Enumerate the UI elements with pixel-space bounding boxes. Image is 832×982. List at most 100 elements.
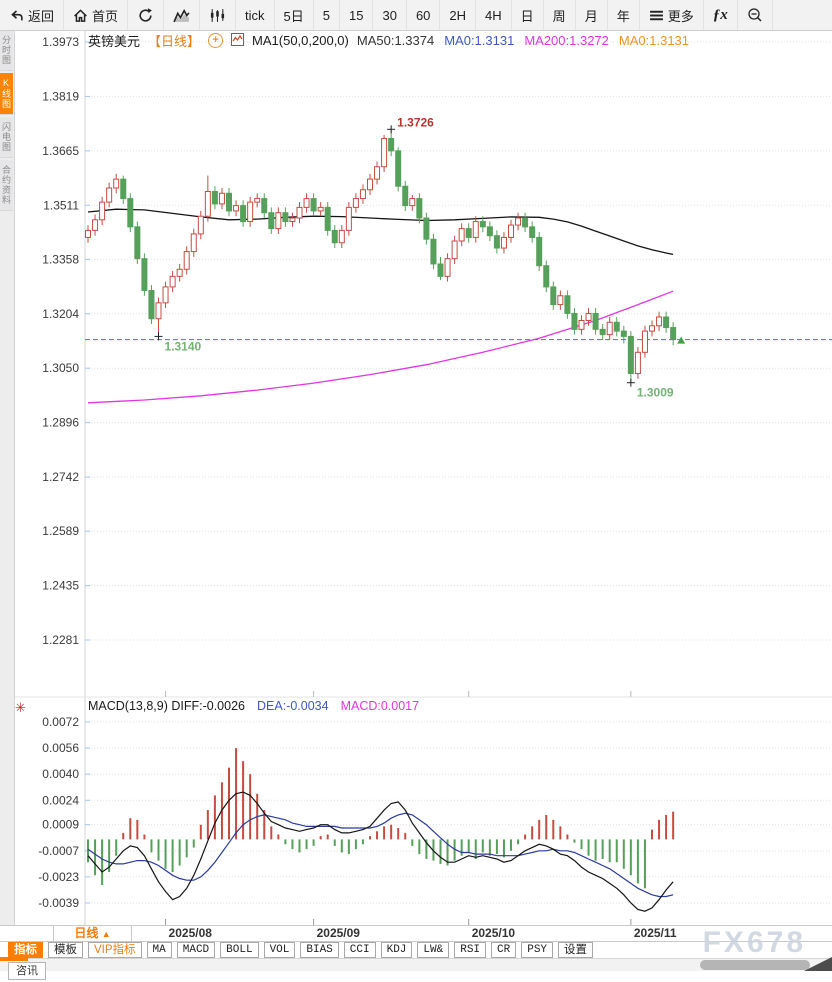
indicator-tab-bias[interactable]: BIAS (300, 942, 339, 958)
indicator-tab-指标[interactable]: 指标 (8, 942, 43, 958)
macd-axis-label: 0.0024 (42, 793, 79, 807)
period-selector[interactable]: 日线 ▲ (53, 926, 132, 941)
toolbar-2h-button[interactable]: 2H (440, 0, 477, 30)
sidebar-tab-2[interactable]: 闪电图 (0, 117, 13, 158)
indicator-tab-设置[interactable]: 设置 (558, 942, 594, 958)
indicator-settings-icon[interactable]: ✳ (15, 700, 26, 715)
sidebar-tab-3[interactable]: 合约资料 (0, 160, 13, 211)
ma-value-2: MA200:1.3272 (524, 33, 609, 48)
toolbar-home-label: 首页 (92, 8, 119, 24)
x-axis-label: 2025/10 (471, 926, 516, 940)
toolbar-5d-button[interactable]: 5日 (275, 0, 314, 30)
y-axis-label: 1.3665 (42, 144, 79, 158)
bottom-strip: 咨讯 (0, 962, 832, 982)
dea-line (87, 812, 674, 898)
indicator-tab-lw&[interactable]: LW& (417, 942, 450, 958)
indicator-tab-kdj[interactable]: KDJ (380, 942, 413, 958)
toolbar-month-label: 月 (584, 8, 598, 24)
toolbar-back-label: 返回 (28, 8, 55, 24)
toolbar-2h-label: 2H (449, 7, 467, 23)
horizontal-scrollbar[interactable] (0, 957, 832, 972)
indicator-tab-模板[interactable]: 模板 (48, 942, 83, 958)
toolbar-5m-button[interactable]: 5 (314, 0, 340, 30)
active-tab-marker (0, 957, 28, 961)
indicator-tab-cr[interactable]: CR (491, 942, 517, 958)
main-chart-legend: 英镑美元 【日线】 + MA1(50,0,200,0) MA50:1.3374 M… (88, 31, 689, 50)
toolbar-day-button[interactable]: 日 (512, 0, 544, 30)
fx-icon: ƒx (712, 6, 728, 23)
x-axis-label: 2025/08 (168, 926, 212, 940)
scrollbar-thumb[interactable] (700, 960, 810, 970)
candlesticks (85, 129, 677, 383)
sidebar-tab-1[interactable]: K线图 (0, 73, 13, 115)
line-chart-icon (173, 8, 190, 23)
ma-values: MA50:1.3374 MA0:1.3131 MA200:1.3272 MA0:1.3… (357, 33, 689, 48)
indicator-tab-vip指标[interactable]: VIP指标 (88, 942, 142, 958)
toolbar-home-button[interactable]: 首页 (64, 0, 129, 30)
indicator-tab-ma[interactable]: MA (146, 942, 172, 958)
macd-axis-label: 0.0040 (42, 767, 79, 781)
macd-axis-label: 0.0072 (42, 715, 79, 729)
macd-axis-label: -0.0039 (38, 896, 79, 910)
indicator-tab-vol[interactable]: VOL (263, 942, 296, 958)
indicator-tab-psy[interactable]: PSY (521, 942, 554, 958)
toolbar-volume-chart-button[interactable] (200, 0, 237, 30)
ma-value-0: MA50:1.3374 (356, 33, 435, 48)
resize-corner-icon[interactable] (802, 957, 832, 972)
annotation-1.3726: 1.3726 (397, 115, 434, 129)
ma-value-3: MA0:1.3131 (618, 33, 690, 48)
period-selector-label: 日线 (74, 926, 99, 940)
macd-grid: 0.0072 0.0056 0.0040 0.0024 0.0009 -0.0007 -0.… (38, 715, 832, 910)
menu-icon (649, 8, 664, 23)
toolbar-fx-button[interactable]: ƒx (704, 0, 738, 30)
macd-macd-value: MACD:0.0017 (340, 699, 420, 713)
caret-up-icon: ▲ (101, 929, 111, 939)
toolbar-15m-label: 15 (349, 7, 364, 23)
indicator-tab-cci[interactable]: CCI (343, 942, 376, 958)
top-toolbar: 返回 首页 tick 5日 5 15 30 60 2H 4H 日 周 月 年 更多 ƒx (0, 0, 832, 31)
toolbar-4h-label: 4H (485, 7, 502, 23)
main-grid: 1.3973 1.3819 1.3665 1.3511 1.3358 1.3204 1.30… (42, 35, 832, 647)
indicator-tab-rsi[interactable]: RSI (454, 942, 487, 958)
macd-axis-label: 0.0009 (42, 818, 79, 832)
indicator-tab-macd[interactable]: MACD (176, 942, 216, 958)
toolbar-week-button[interactable]: 周 (544, 0, 576, 30)
toolbar-60m-button[interactable]: 60 (407, 0, 441, 30)
toolbar-month-button[interactable]: 月 (576, 0, 608, 30)
toolbar-refresh-button[interactable] (128, 0, 165, 30)
y-axis-label: 1.3050 (42, 361, 79, 375)
y-axis-label: 1.3204 (42, 307, 79, 321)
macd-axis-label: -0.0023 (38, 870, 79, 884)
month-ticks (165, 691, 632, 925)
candle-columns-icon (209, 8, 226, 23)
toolbar-30m-button[interactable]: 30 (373, 0, 407, 30)
toolbar-year-button[interactable]: 年 (608, 0, 640, 30)
diff-line (87, 791, 674, 912)
sidebar-tab-0[interactable]: 分时图 (0, 30, 13, 71)
ma-value-1: MA0:1.3131 (444, 33, 515, 48)
toolbar-more-button[interactable]: 更多 (640, 0, 704, 30)
toolbar-4h-button[interactable]: 4H (476, 0, 512, 30)
x-axis-label: 2025/11 (633, 926, 677, 940)
zoom-out-icon (747, 7, 763, 23)
toolbar-line-chart-button[interactable] (164, 0, 201, 30)
toolbar-5m-label: 5 (322, 7, 330, 23)
toolbar-15m-button[interactable]: 15 (340, 0, 374, 30)
y-axis-label: 1.3511 (43, 198, 79, 212)
toolbar-more-label: 更多 (667, 8, 694, 24)
toolbar-back-button[interactable]: 返回 (0, 0, 65, 30)
toolbar-zoom-out-button[interactable] (738, 0, 773, 30)
macd-axis-label: 0.0056 (42, 741, 79, 755)
toolbar-tick-button[interactable]: tick (236, 0, 275, 30)
add-indicator-icon[interactable]: + (208, 33, 224, 48)
x-axis-label: 2025/09 (316, 926, 360, 940)
y-axis-label: 1.2281 (42, 633, 79, 647)
ma50-line (87, 208, 674, 256)
indicator-tab-boll[interactable]: BOLL (220, 942, 259, 958)
indicator-window-icon[interactable] (231, 32, 245, 49)
period-tag: 【日线】 (148, 34, 201, 49)
news-button[interactable]: 咨讯 (8, 962, 46, 980)
refresh-icon (137, 7, 154, 24)
y-axis-label: 1.2742 (42, 470, 79, 484)
